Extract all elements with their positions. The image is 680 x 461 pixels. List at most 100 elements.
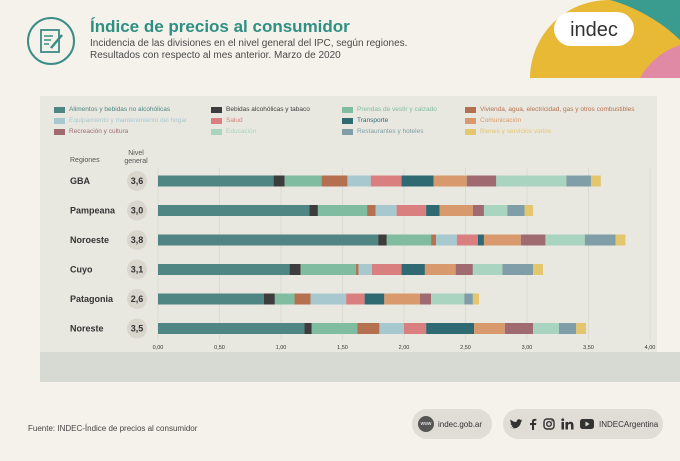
bar-segment (502, 264, 534, 275)
legend-label: Prendas de vestir y calzado (357, 106, 437, 113)
bar-segment (347, 175, 371, 187)
page-subtitle: Incidencia de las divisiones en el nivel… (90, 38, 470, 62)
legend-label: Alimentos y bebidas no alcohólicas (69, 106, 171, 113)
bar-segment (370, 175, 402, 187)
bar-segment (274, 293, 295, 305)
value-badge (127, 171, 147, 191)
legend-label: Comunicación (480, 117, 522, 124)
bar-segment (466, 175, 497, 187)
legend-swatch (54, 106, 65, 113)
bar-segment (426, 323, 475, 334)
bar-segment (426, 205, 440, 216)
legend-item: Recreación y cultura (54, 128, 128, 135)
value-badge (127, 259, 147, 280)
x-tick-label: 4,00 (645, 345, 656, 351)
legend-swatch (211, 117, 222, 124)
x-tick-label: 0,00 (153, 345, 164, 351)
bar-segment (364, 293, 385, 305)
legend-swatch (211, 128, 222, 135)
bar-segment (477, 234, 484, 246)
website-link[interactable]: www indec.gob.ar (412, 409, 492, 439)
legend-item: Transporte (342, 117, 388, 124)
x-tick-label: 1,00 (276, 345, 287, 351)
bar-segment (545, 234, 585, 246)
linkedin-icon[interactable] (561, 418, 574, 430)
legend-swatch (211, 106, 222, 113)
twitter-icon[interactable] (509, 418, 523, 430)
legend-label: Recreación y cultura (69, 128, 129, 135)
legend-item: Comunicación (465, 117, 521, 124)
x-tick-label: 1,50 (337, 345, 348, 351)
bar-segment (356, 264, 359, 275)
bar-segment (263, 293, 275, 305)
bar-segment (433, 175, 467, 187)
bar-segment (375, 205, 397, 216)
bar-segment (357, 323, 380, 334)
legend-swatch (342, 117, 353, 124)
brand-corner: indec (530, 0, 680, 78)
bar-segment (464, 293, 473, 305)
nivel-general-label: 3,5 (131, 324, 144, 334)
legend-swatch (342, 128, 353, 135)
bar-segment (472, 205, 484, 216)
legend-item: Alimentos y bebidas no alcohólicas (54, 106, 170, 113)
bar-segment (472, 293, 480, 305)
bar-segment (566, 175, 591, 187)
youtube-icon[interactable] (580, 419, 594, 429)
bar-segment (472, 264, 503, 275)
bar-segment (404, 323, 427, 334)
bar-segment (483, 205, 508, 216)
value-header: Nivel (128, 150, 144, 157)
nivel-general-label: 3,6 (131, 176, 144, 186)
social-links[interactable]: INDECArgentina (503, 409, 663, 439)
legend-swatch (54, 128, 65, 135)
x-tick-label: 2,50 (460, 345, 471, 351)
category-label: GBA (70, 176, 91, 186)
bar-segment (386, 234, 432, 246)
legend-item: Restaurantes y hoteles (342, 128, 423, 135)
bar-segment (455, 264, 473, 275)
bar-segment (456, 234, 478, 246)
x-tick-label: 0,50 (214, 345, 225, 351)
category-label: Cuyo (70, 265, 93, 275)
source-note: Fuente: INDEC-Índice de precios al consu… (28, 424, 198, 433)
bar-segment (310, 293, 347, 305)
bar-segment (435, 234, 457, 246)
legend-item: Salud (211, 117, 243, 124)
bar-segment (419, 293, 432, 305)
bar-segment (158, 264, 290, 275)
category-label: Pampeana (70, 206, 116, 216)
value-badge (127, 318, 147, 339)
facebook-icon[interactable] (529, 418, 537, 430)
bar-segment (158, 293, 264, 305)
bar-segment (524, 205, 534, 216)
bar-segment (431, 234, 436, 246)
nivel-general-label: 2,6 (131, 294, 144, 304)
legend-item: Equipamiento y mantenimiento del hogar (54, 117, 187, 124)
bar-segment (304, 323, 312, 334)
bar-segment (431, 293, 465, 305)
legend-label: Bienes y servicios varios (480, 128, 552, 135)
legend-label: Bebidas alcohólicas y tabaco (226, 106, 310, 113)
x-tick-label: 2,00 (399, 345, 410, 351)
bar-segment (378, 234, 387, 246)
bar-segment (367, 205, 376, 216)
instagram-icon[interactable] (543, 418, 555, 430)
bar-segment (317, 205, 368, 216)
value-badge (127, 230, 147, 250)
bar-segment (615, 234, 626, 246)
bar-segment (396, 205, 427, 216)
legend-swatch (465, 106, 476, 113)
bar-segment (533, 264, 543, 275)
value-badge (127, 200, 147, 221)
bar-segment (311, 323, 358, 334)
bar-segment (533, 323, 559, 334)
x-tick-label: 3,50 (583, 345, 594, 351)
legend-item: Bienes y servicios varios (465, 128, 551, 135)
bar-segment (346, 293, 365, 305)
legend-swatch (54, 117, 65, 124)
bar-segment (309, 205, 318, 216)
bar-segment (439, 205, 473, 216)
legend-label: Restaurantes y hoteles (357, 128, 424, 135)
bar-segment (520, 234, 546, 246)
